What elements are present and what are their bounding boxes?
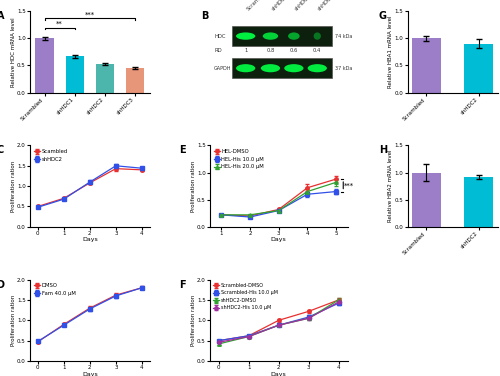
Text: D: D [0,280,4,290]
Text: H: H [379,146,387,155]
Ellipse shape [308,64,327,72]
Text: GAPDH: GAPDH [214,66,232,71]
Ellipse shape [236,64,256,72]
Text: shHDC1: shHDC1 [270,0,289,11]
Y-axis label: Proliferation ration: Proliferation ration [10,295,16,346]
X-axis label: Days: Days [271,371,286,376]
Ellipse shape [284,64,304,72]
Ellipse shape [288,32,300,40]
Bar [412,173,441,227]
Text: shHDC3: shHDC3 [318,0,336,11]
Text: ***: *** [85,12,95,18]
Text: 0.8: 0.8 [266,48,274,53]
X-axis label: Days: Days [82,237,98,243]
Legend: HEL-DMSO, HEL-His 10.0 μM, HEL-His 20.0 μM: HEL-DMSO, HEL-His 10.0 μM, HEL-His 20.0 … [212,148,266,170]
Ellipse shape [314,32,321,40]
Text: **: ** [56,21,63,27]
Legend: Scrambled-DMSO, Scrambled-His 10.0 μM, shHDC2-DMSO, shHDC2-His 10.0 μM: Scrambled-DMSO, Scrambled-His 10.0 μM, s… [212,282,278,311]
Text: Scrambled: Scrambled [246,0,270,11]
Y-axis label: Relative HBA2 mRNA level: Relative HBA2 mRNA level [388,150,394,222]
Ellipse shape [261,64,280,72]
Text: 0.4: 0.4 [313,48,322,53]
X-axis label: Days: Days [271,237,286,243]
Text: 0.6: 0.6 [290,48,298,53]
Text: F: F [180,280,186,290]
Text: RD: RD [214,48,222,53]
Bar [66,56,84,92]
Text: G: G [379,11,387,21]
X-axis label: Days: Days [82,371,98,376]
Y-axis label: Proliferation ration: Proliferation ration [190,295,196,346]
Y-axis label: Proliferation ration: Proliferation ration [10,161,16,212]
Legend: DMSO, Fam 40.0 μM: DMSO, Fam 40.0 μM [32,282,76,297]
Text: shHDC2: shHDC2 [294,0,312,11]
Y-axis label: Proliferation ration: Proliferation ration [190,161,196,212]
Bar [36,38,54,92]
Text: HDC: HDC [214,33,226,39]
FancyBboxPatch shape [232,58,332,78]
Bar [126,68,144,92]
Legend: Scambled, shHDC2: Scambled, shHDC2 [32,148,69,163]
Ellipse shape [262,32,278,40]
Bar [96,64,114,92]
Text: 37 kDa: 37 kDa [335,66,352,71]
Text: B: B [202,11,209,21]
Text: C: C [0,146,4,155]
Text: ***: *** [344,183,354,189]
Y-axis label: Relative HDC mRNA level: Relative HDC mRNA level [10,17,16,87]
Bar [412,38,441,92]
Bar [464,44,494,92]
Text: 1: 1 [244,48,248,53]
FancyBboxPatch shape [232,26,332,46]
Text: A: A [0,11,4,21]
Y-axis label: Relative HBA1 mRNA level: Relative HBA1 mRNA level [388,16,394,88]
Bar [464,177,494,227]
Text: 74 kDa: 74 kDa [335,33,352,39]
Ellipse shape [236,32,256,40]
Text: E: E [180,146,186,155]
